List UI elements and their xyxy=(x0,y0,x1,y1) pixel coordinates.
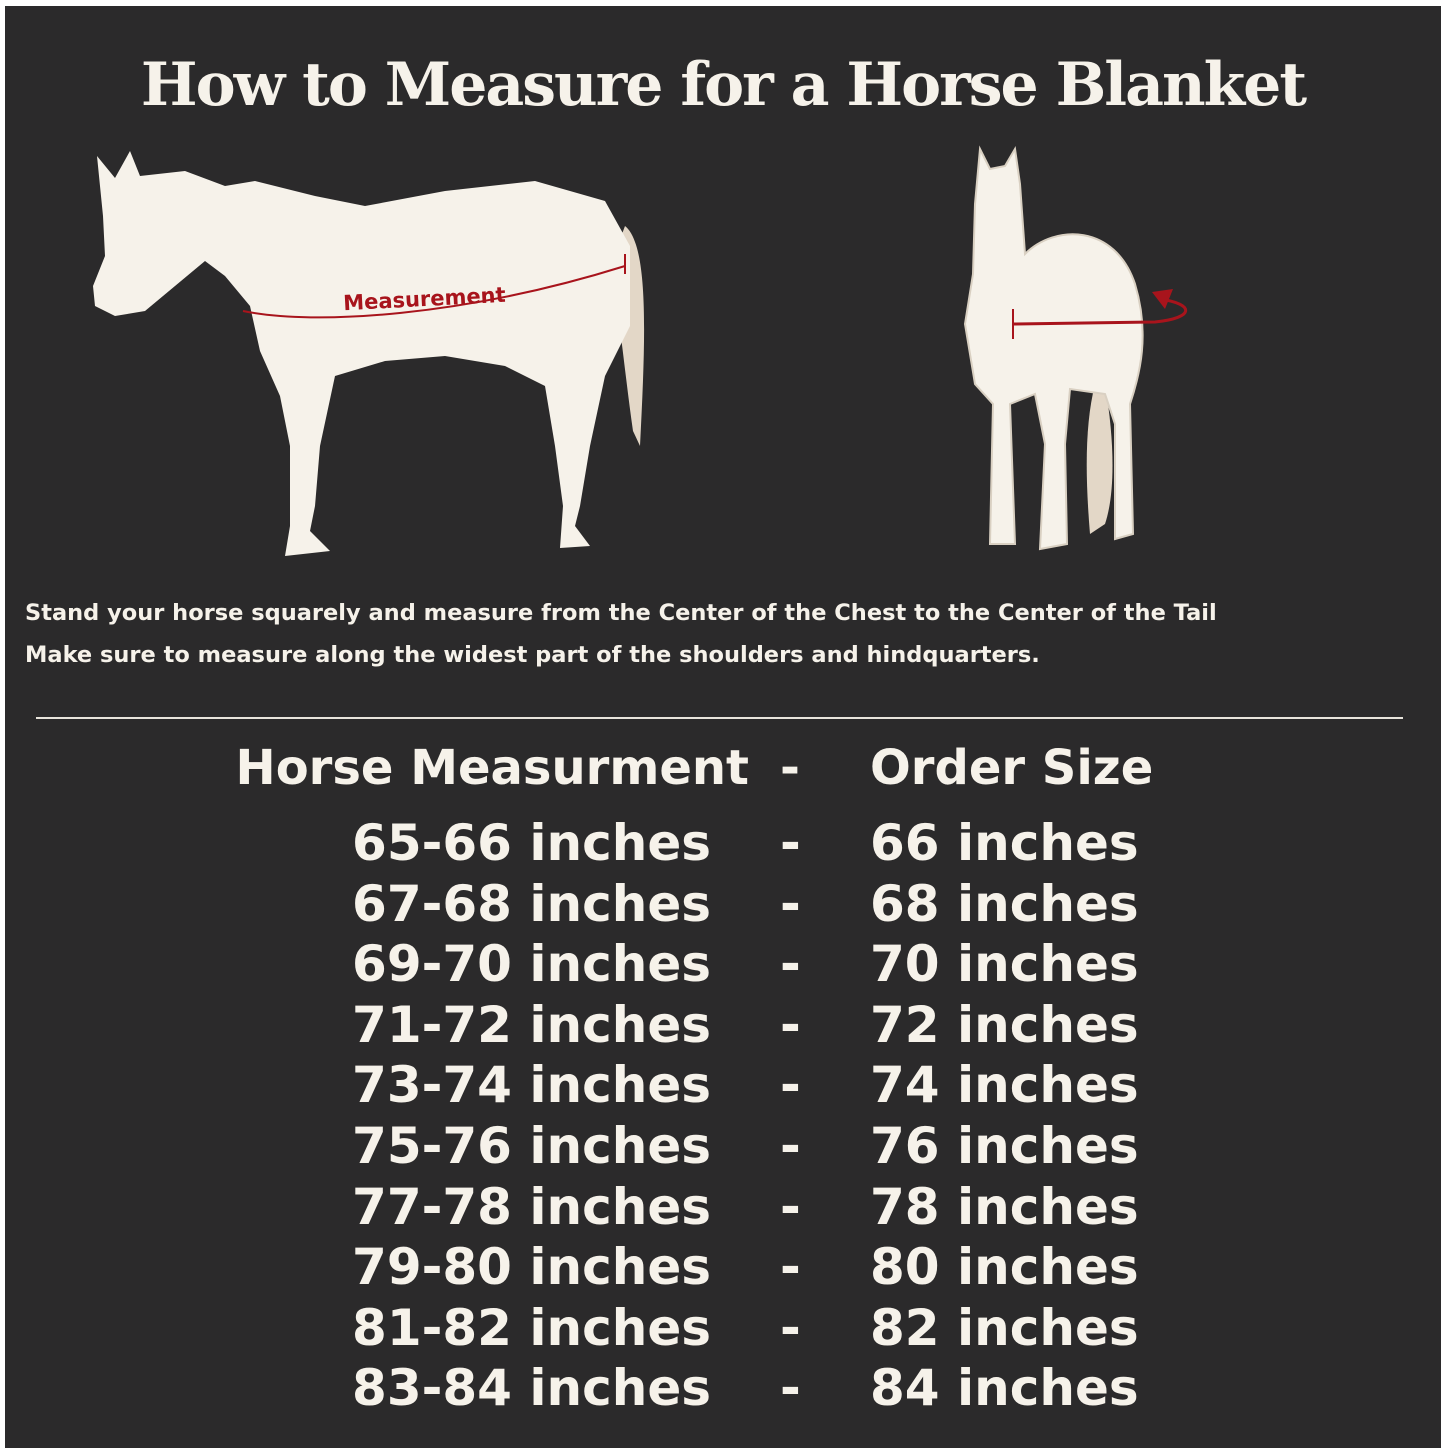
row-separator: - xyxy=(780,935,801,994)
side-view-horse-illustration: Measurement xyxy=(93,151,645,556)
row-separator: - xyxy=(780,1117,801,1175)
row-separator: - xyxy=(780,995,801,1054)
horse-measurement: 79-80 inches xyxy=(352,1238,711,1297)
order-size: 78 inches xyxy=(870,1177,1139,1236)
table-row: 73-74 inches - 74 inches xyxy=(5,1056,1441,1116)
row-separator: - xyxy=(780,1238,801,1297)
order-size: 68 inches xyxy=(870,874,1139,933)
table-row: 75-76 inches - 76 inches xyxy=(5,1117,1441,1177)
table-row: 79-80 inches - 80 inches xyxy=(5,1238,1441,1298)
horse-measurement: 81-82 inches xyxy=(352,1298,711,1357)
horse-measurement: 83-84 inches xyxy=(352,1359,711,1418)
order-size: 82 inches xyxy=(870,1298,1139,1357)
table-row: 81-82 inches - 82 inches xyxy=(5,1299,1441,1359)
order-size: 74 inches xyxy=(870,1056,1139,1115)
order-size: 76 inches xyxy=(870,1117,1139,1175)
horse-measurement: 75-76 inches xyxy=(352,1117,711,1175)
table-row: 67-68 inches - 68 inches xyxy=(5,875,1441,935)
header-separator: - xyxy=(780,740,800,796)
horse-measurement: 71-72 inches xyxy=(352,995,711,1054)
table-row: 71-72 inches - 72 inches xyxy=(5,996,1441,1056)
horse-measurement: 77-78 inches xyxy=(352,1177,711,1236)
order-size: 70 inches xyxy=(870,935,1139,994)
instruction-line-2: Make sure to measure along the widest pa… xyxy=(25,642,1040,668)
horse-measurement: 69-70 inches xyxy=(352,935,711,994)
row-separator: - xyxy=(780,874,801,933)
row-separator: - xyxy=(780,814,801,872)
horse-measurement: 67-68 inches xyxy=(352,874,711,933)
infographic-panel: How to Measure for a Horse Blanket Measu… xyxy=(5,6,1441,1448)
horse-measurement: 73-74 inches xyxy=(352,1056,711,1115)
header-order-size: Order Size xyxy=(870,740,1154,796)
order-size: 72 inches xyxy=(870,995,1139,1054)
header-horse-measurement: Horse Measurment xyxy=(235,740,749,796)
front-view-horse-illustration xyxy=(963,145,1188,551)
table-row: 77-78 inches - 78 inches xyxy=(5,1178,1441,1238)
table-row: 65-66 inches - 66 inches xyxy=(5,814,1441,874)
horse-measurement: 65-66 inches xyxy=(352,814,711,872)
table-row: 69-70 inches - 70 inches xyxy=(5,935,1441,995)
page-title: How to Measure for a Horse Blanket xyxy=(140,50,1307,120)
order-size: 80 inches xyxy=(870,1238,1139,1297)
table-row: 83-84 inches - 84 inches xyxy=(5,1359,1441,1419)
row-separator: - xyxy=(780,1177,801,1236)
divider xyxy=(36,717,1403,719)
order-size: 66 inches xyxy=(870,814,1139,872)
instruction-line-1: Stand your horse squarely and measure fr… xyxy=(25,600,1217,626)
row-separator: - xyxy=(780,1056,801,1115)
row-separator: - xyxy=(780,1298,801,1357)
table-header: Horse Measurment - Order Size xyxy=(5,740,1441,800)
order-size: 84 inches xyxy=(870,1359,1139,1418)
row-separator: - xyxy=(780,1359,801,1418)
